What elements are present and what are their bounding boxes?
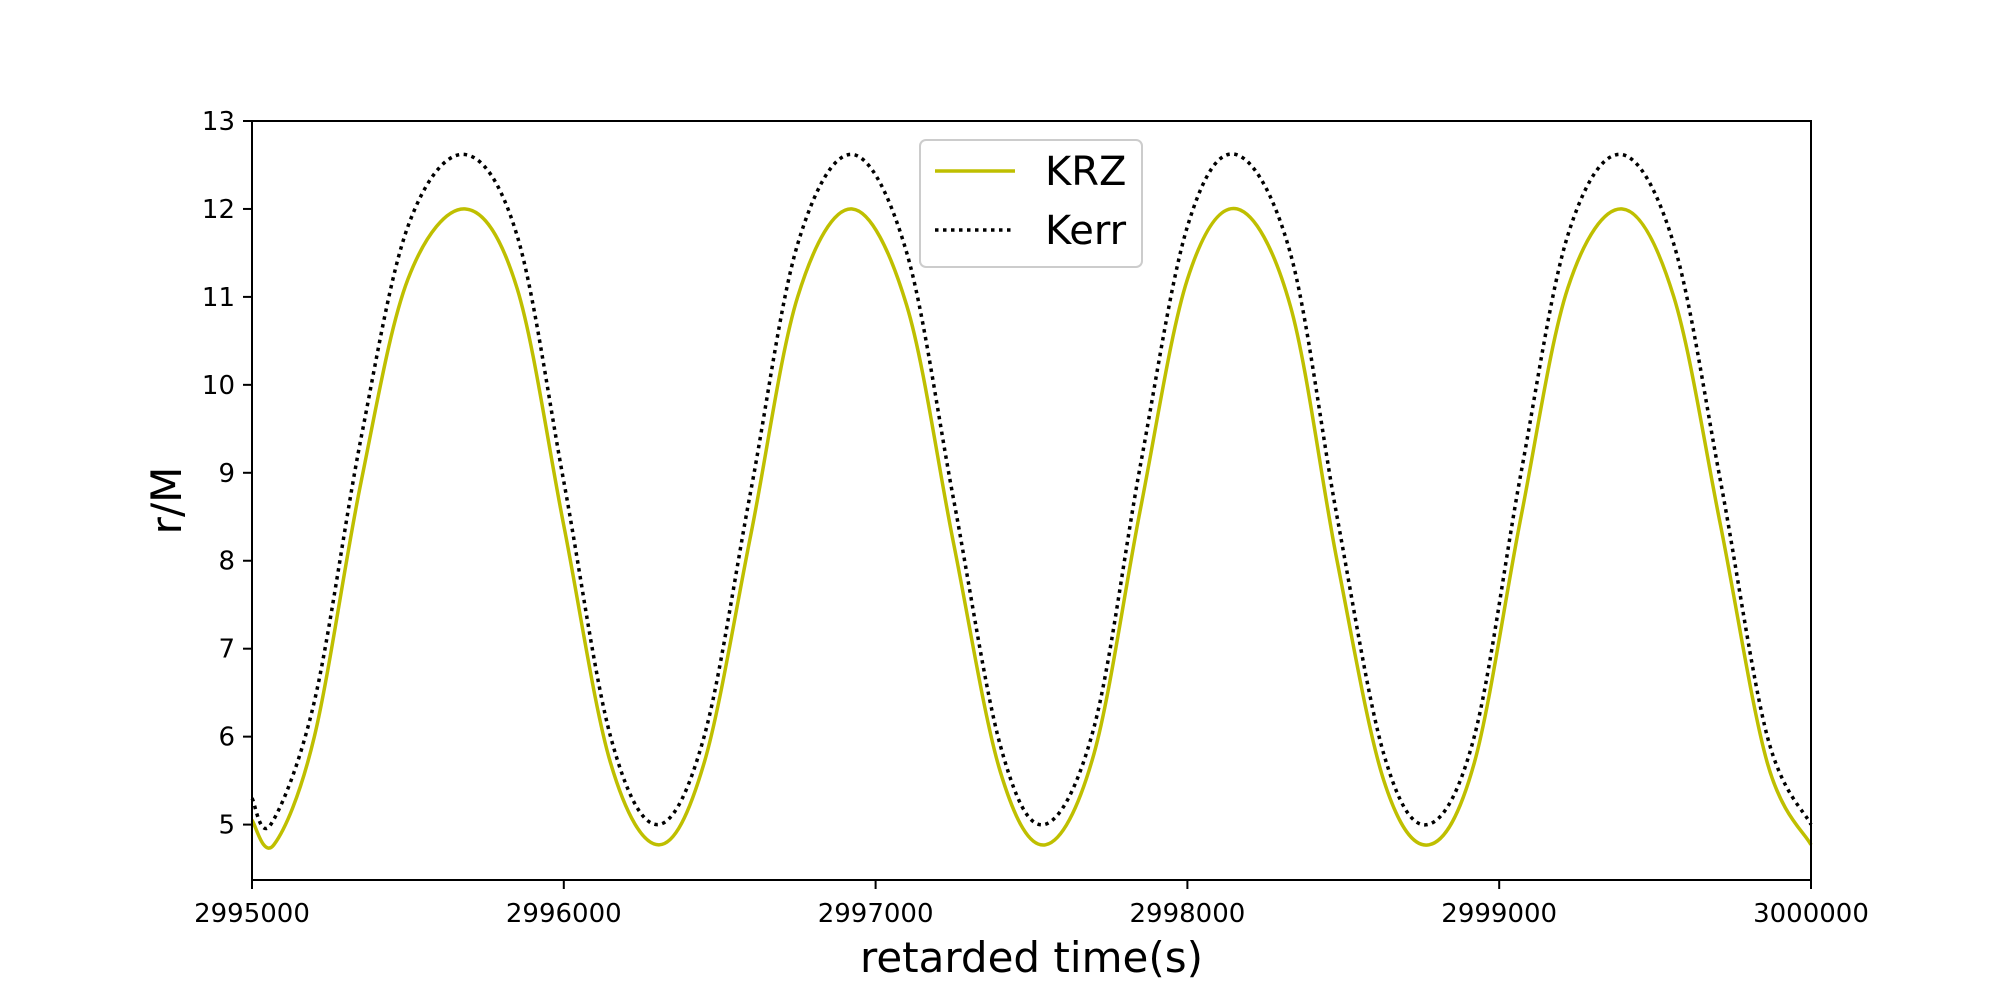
series-layer <box>250 152 1813 850</box>
y-tick-label: 7 <box>218 635 235 665</box>
y-axis-label: r/M <box>142 467 191 535</box>
x-tick-label: 2996000 <box>506 899 622 929</box>
plot-frame <box>251 120 1812 881</box>
y-tick-label: 12 <box>202 195 235 225</box>
y-tick-label: 8 <box>218 547 235 577</box>
x-tick-label: 2995000 <box>194 899 310 929</box>
legend-label-kerr: Kerr <box>1045 208 1127 254</box>
x-tick-label: 2998000 <box>1130 899 1246 929</box>
y-tick-label: 13 <box>202 107 235 137</box>
y-tick-label: 10 <box>202 371 235 401</box>
y-tick-label: 9 <box>218 459 235 489</box>
x-tick-label: 2997000 <box>818 899 934 929</box>
ticks-layer: 2995000 2996000 2997000 2998000 2999000 30000… <box>194 107 1869 929</box>
series-line-kerr <box>250 152 1813 831</box>
x-axis-label: retarded time(s) <box>860 933 1203 982</box>
y-tick-label: 5 <box>218 811 235 841</box>
x-tick-label: 2999000 <box>1441 899 1557 929</box>
legend: KRZ Kerr <box>919 139 1143 268</box>
legend-label-krz: KRZ <box>1045 149 1126 195</box>
y-tick-label: 11 <box>202 283 235 313</box>
series-line-krz <box>250 206 1813 850</box>
y-tick-label: 6 <box>218 723 235 753</box>
x-tick-label: 3000000 <box>1753 899 1869 929</box>
